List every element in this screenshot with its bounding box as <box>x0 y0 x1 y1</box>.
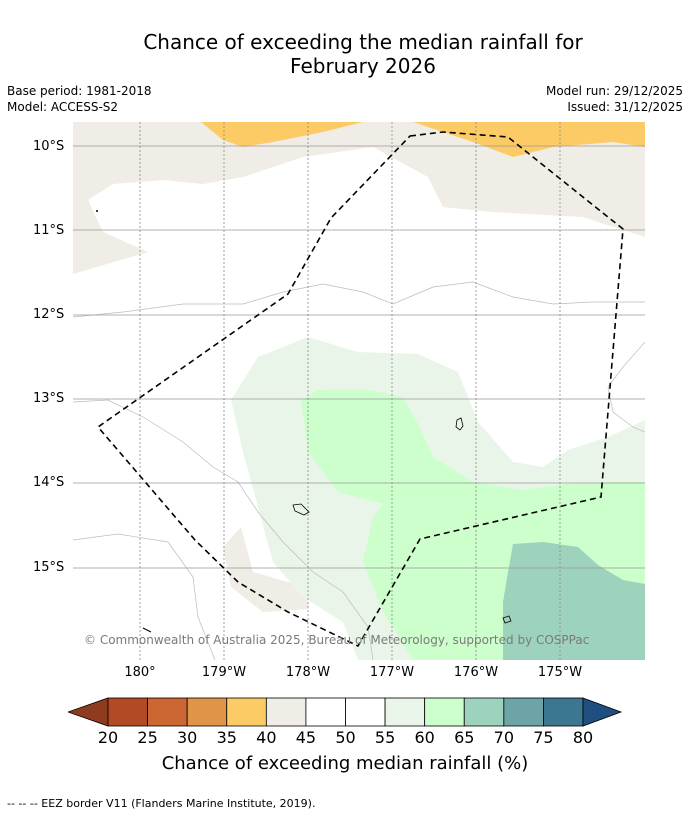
colorbar-svg <box>66 697 623 727</box>
colorbar-cell <box>503 697 544 727</box>
lon-gridlines <box>139 122 561 660</box>
colorbar-cell <box>345 697 386 727</box>
contour-40-45-west <box>73 122 645 274</box>
colorbar-tick-label: 40 <box>256 728 277 747</box>
colorbar-tick-label: 55 <box>374 728 396 747</box>
lat-gridlines <box>73 145 645 569</box>
colorbar-cell <box>186 697 228 727</box>
colorbar-cell <box>543 697 584 727</box>
colorbar-tick-label: 30 <box>176 728 198 747</box>
colorbar-cell <box>463 697 505 727</box>
meta-left: Base period: 1981-2018 Model: ACCESS-S2 <box>7 83 152 115</box>
lon-label-180: 180° <box>124 665 156 680</box>
eez-legend: -- -- -- EEZ border V11 (Flanders Marine… <box>7 797 316 810</box>
colorbar-over <box>582 697 623 727</box>
issued-date: Issued: 31/12/2025 <box>567 100 683 114</box>
eez-border <box>96 131 624 648</box>
isoline-2 <box>73 399 374 660</box>
colorbar-cell <box>424 697 465 727</box>
lon-label-176w: 176°W <box>453 665 499 680</box>
lat-label-15s: 15°S <box>33 560 65 575</box>
colorbar-cells <box>107 697 584 727</box>
island-1 <box>455 417 464 431</box>
island-4 <box>142 627 152 633</box>
model-name: Model: ACCESS-S2 <box>7 100 119 114</box>
chart-title: Chance of exceeding the median rainfall … <box>0 30 690 78</box>
lat-label-12s: 12°S <box>33 307 65 322</box>
colorbar-cell <box>384 697 426 727</box>
contour-65-70 <box>503 542 645 660</box>
contour-35-40-northeast <box>413 122 645 157</box>
colorbar-tick-label: 65 <box>454 728 475 747</box>
base-period: Base period: 1981-2018 <box>7 84 152 98</box>
isoline-4 <box>607 341 645 433</box>
colorbar-cell <box>107 697 148 727</box>
contour-40-45-south <box>223 527 309 612</box>
title-line-2: February 2026 <box>290 54 436 78</box>
isoline-3 <box>73 533 216 660</box>
lat-label-10s: 10°S <box>33 139 65 154</box>
colorbar-title: Chance of exceeding median rainfall (%) <box>161 753 529 774</box>
colorbar-tick-label: 80 <box>572 728 594 747</box>
colorbar-tick-label: 25 <box>137 728 158 747</box>
model-run: Model run: 29/12/2025 <box>545 84 683 98</box>
lon-label-175w: 175°W <box>537 665 583 680</box>
contour-35-40-north <box>201 122 363 147</box>
colorbar-tick-label: 75 <box>533 728 554 747</box>
colorbar <box>66 697 624 733</box>
island-dot <box>96 210 98 212</box>
lat-label-11s: 11°S <box>33 223 65 238</box>
rainfall-map <box>73 122 645 660</box>
colorbar-cell <box>147 697 188 727</box>
title-line-1: Chance of exceeding the median rainfall … <box>143 30 583 54</box>
colorbar-tick-label: 20 <box>97 728 119 747</box>
colorbar-under <box>66 697 109 727</box>
map-svg <box>73 122 645 660</box>
lat-label-14s: 14°S <box>33 475 65 490</box>
colorbar-tick-label: 70 <box>493 728 515 747</box>
colorbar-tick-label: 60 <box>414 728 435 747</box>
colorbar-tick-label: 35 <box>216 728 237 747</box>
lon-label-179w: 179°W <box>201 665 247 680</box>
colorbar-cell <box>265 697 307 727</box>
island-3 <box>502 615 512 624</box>
colorbar-cell <box>305 697 346 727</box>
isoline-1 <box>73 281 645 318</box>
colorbar-tick-label: 50 <box>335 728 356 747</box>
colorbar-tick-label: 45 <box>295 728 317 747</box>
island-2 <box>292 503 310 516</box>
lat-label-13s: 13°S <box>33 391 65 406</box>
colorbar-cell <box>226 697 267 727</box>
lon-label-177w: 177°W <box>369 665 415 680</box>
meta-right: Model run: 29/12/2025 Issued: 31/12/2025 <box>546 83 683 115</box>
copyright-credit: © Commonwealth of Australia 2025, Bureau… <box>84 633 590 647</box>
lon-label-178w: 178°W <box>285 665 331 680</box>
